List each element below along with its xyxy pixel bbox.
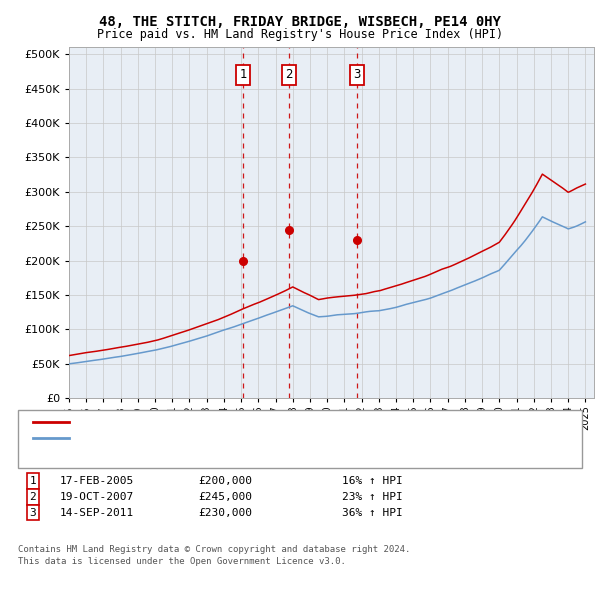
Text: HPI: Average price, detached house, Fenland: HPI: Average price, detached house, Fenl… [75,433,344,442]
Text: £230,000: £230,000 [198,508,252,517]
Text: 2: 2 [286,68,293,81]
Text: Contains HM Land Registry data © Crown copyright and database right 2024.: Contains HM Land Registry data © Crown c… [18,545,410,555]
Text: 14-SEP-2011: 14-SEP-2011 [60,508,134,517]
Text: £245,000: £245,000 [198,492,252,502]
Text: This data is licensed under the Open Government Licence v3.0.: This data is licensed under the Open Gov… [18,557,346,566]
Text: 3: 3 [29,508,37,517]
Text: Price paid vs. HM Land Registry's House Price Index (HPI): Price paid vs. HM Land Registry's House … [97,28,503,41]
Text: 17-FEB-2005: 17-FEB-2005 [60,476,134,486]
Text: 48, THE STITCH, FRIDAY BRIDGE, WISBECH, PE14 0HY: 48, THE STITCH, FRIDAY BRIDGE, WISBECH, … [99,15,501,29]
Text: 36% ↑ HPI: 36% ↑ HPI [342,508,403,517]
Text: 19-OCT-2007: 19-OCT-2007 [60,492,134,502]
Text: 48, THE STITCH, FRIDAY BRIDGE, WISBECH, PE14 0HY (detached house): 48, THE STITCH, FRIDAY BRIDGE, WISBECH, … [75,417,481,427]
Text: £200,000: £200,000 [198,476,252,486]
Text: 1: 1 [29,476,37,486]
Text: 1: 1 [239,68,247,81]
Text: 2: 2 [29,492,37,502]
Text: 16% ↑ HPI: 16% ↑ HPI [342,476,403,486]
Text: 23% ↑ HPI: 23% ↑ HPI [342,492,403,502]
Text: 3: 3 [353,68,361,81]
